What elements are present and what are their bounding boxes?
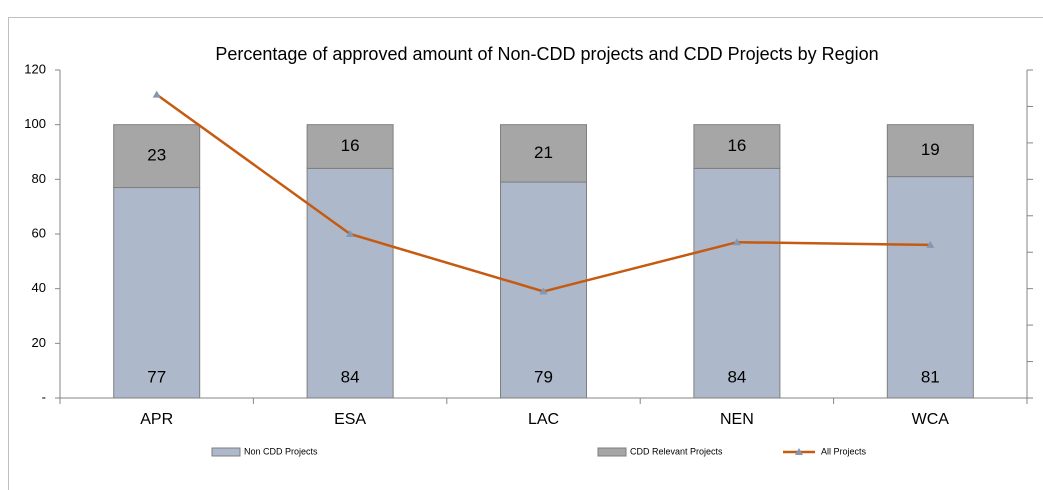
bar-segment [500,124,587,183]
y-tick-label: 120 [24,61,46,76]
legend-swatch [597,447,627,457]
data-label: 81 [921,367,940,386]
bar-segment [306,167,394,399]
y-tick-label: 60 [32,225,46,240]
x-tick-label: APR [140,411,173,428]
data-label: 77 [147,367,166,386]
legend-label: Non CDD Projects [244,446,318,456]
legend-label: CDD Relevant Projects [630,446,723,456]
legend-marker [795,448,803,455]
y-tick-label: 20 [32,335,46,350]
data-label: 23 [147,146,166,165]
y-tick-label: 40 [32,280,46,295]
bar-segment [693,167,781,399]
frame [8,17,1043,490]
data-label: 16 [727,136,746,155]
chart-title: Percentage of approved amount of Non-CDD… [215,44,878,64]
bar-segment [693,124,781,169]
line-marker [732,238,741,246]
data-label: 84 [727,367,746,386]
x-tick-label: ESA [334,411,366,428]
line-marker [926,240,935,248]
bar-segment [113,124,201,189]
data-label: 84 [341,367,360,386]
data-label: 21 [534,143,553,162]
legend-swatch [211,447,241,457]
y-tick-label: - [42,389,46,404]
data-label: 16 [341,136,360,155]
x-tick-label: LAC [528,411,559,428]
line-marker [152,90,161,98]
legend-label: All Projects [821,446,867,456]
y-tick-label: 100 [24,116,46,131]
x-tick-label: NEN [720,411,754,428]
data-label: 79 [534,367,553,386]
bar-segment [886,176,974,399]
bar-segment [306,124,394,169]
y-tick-label: 80 [32,171,46,186]
line-marker [539,287,548,295]
x-tick-label: WCA [912,411,950,428]
bar-segment [113,187,201,399]
data-label: 19 [921,140,940,159]
bar-segment [886,124,974,178]
line-marker [346,230,355,237]
